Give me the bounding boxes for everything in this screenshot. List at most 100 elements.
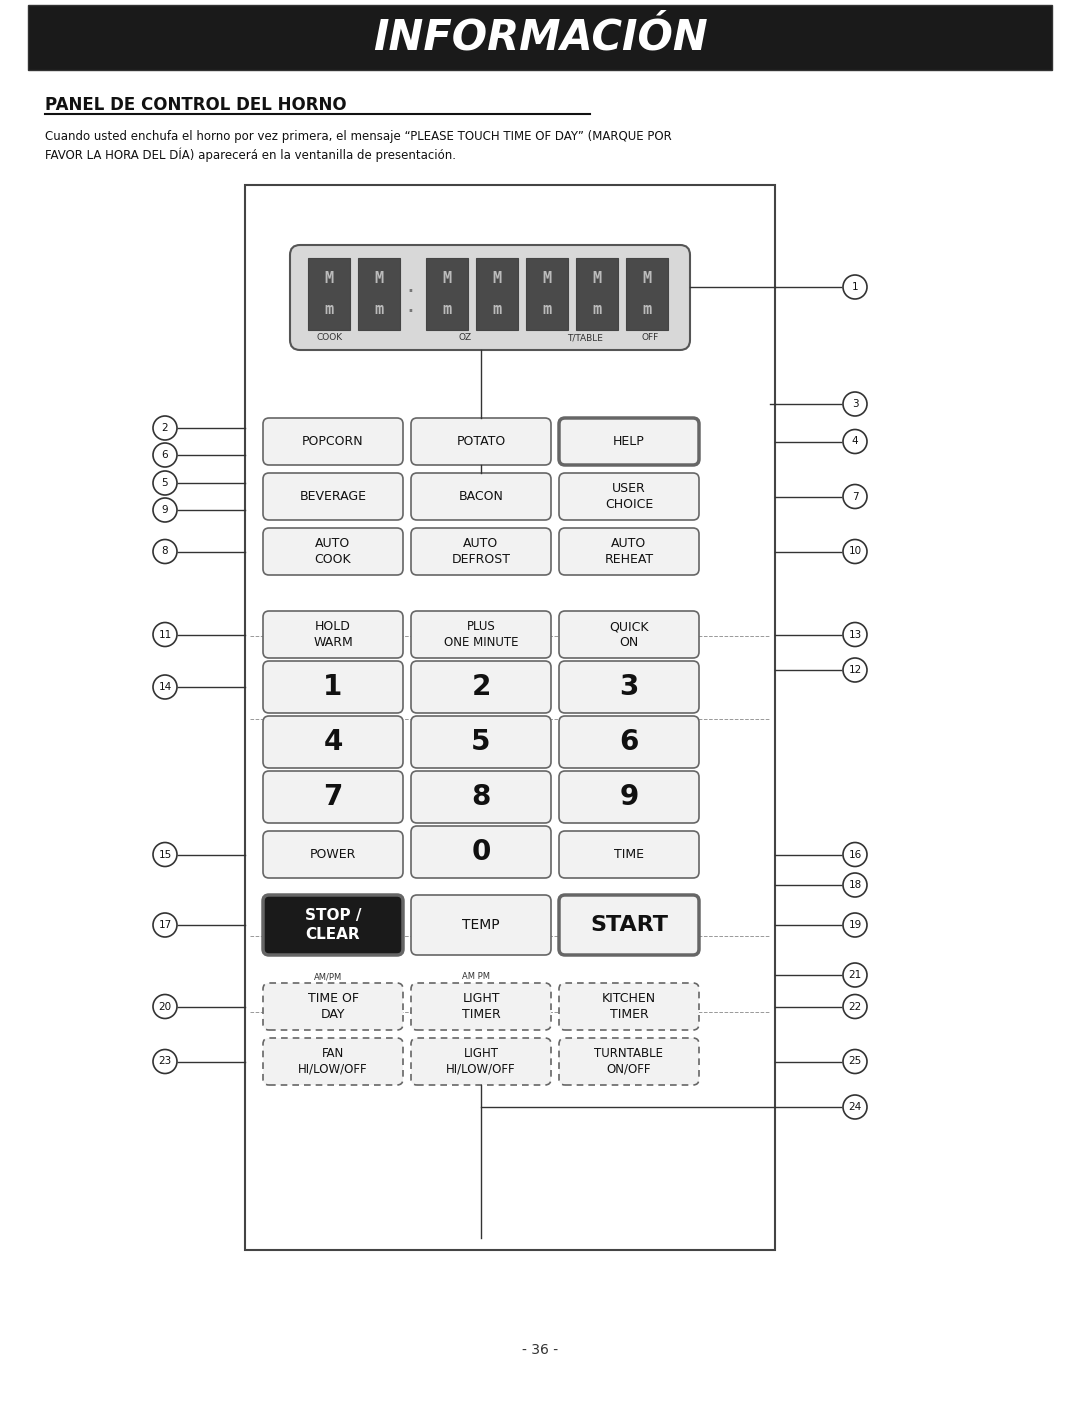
Circle shape [153,497,177,523]
Circle shape [843,843,867,867]
Text: 5: 5 [471,728,490,756]
FancyBboxPatch shape [476,259,518,330]
FancyBboxPatch shape [559,771,699,823]
Circle shape [153,843,177,867]
Text: AUTO
REHEAT: AUTO REHEAT [605,537,653,566]
Text: 4: 4 [852,437,859,447]
Text: STOP /
CLEAR: STOP / CLEAR [305,908,361,941]
FancyBboxPatch shape [559,895,699,955]
Text: 5: 5 [162,478,168,488]
FancyBboxPatch shape [264,419,403,465]
Text: 3: 3 [619,673,638,701]
Text: M: M [375,271,383,285]
Text: TIME: TIME [615,849,644,861]
Circle shape [153,540,177,563]
Text: QUICK
ON: QUICK ON [609,620,649,649]
Circle shape [843,873,867,896]
FancyBboxPatch shape [559,1038,699,1085]
FancyBboxPatch shape [264,830,403,878]
Text: POPCORN: POPCORN [302,436,364,448]
Text: 1: 1 [852,282,859,292]
FancyBboxPatch shape [264,611,403,658]
Text: .: . [406,294,414,318]
FancyBboxPatch shape [411,895,551,955]
Text: 22: 22 [849,1002,862,1012]
FancyBboxPatch shape [264,473,403,520]
Text: M: M [542,271,552,285]
Circle shape [843,622,867,646]
Text: AUTO
DEFROST: AUTO DEFROST [451,537,511,566]
Text: LIGHT
TIMER: LIGHT TIMER [461,992,500,1021]
Text: 1: 1 [323,673,342,701]
Text: 7: 7 [852,492,859,502]
FancyBboxPatch shape [626,259,669,330]
Text: 6: 6 [619,728,638,756]
Text: TIME OF
DAY: TIME OF DAY [308,992,359,1021]
Text: 19: 19 [849,920,862,930]
FancyBboxPatch shape [411,826,551,878]
FancyBboxPatch shape [411,528,551,575]
FancyBboxPatch shape [411,611,551,658]
Text: USER
CHOICE: USER CHOICE [605,482,653,511]
Text: 8: 8 [471,783,490,811]
Circle shape [153,913,177,937]
Text: T/TABLE: T/TABLE [567,333,603,343]
Text: PLUS
ONE MINUTE: PLUS ONE MINUTE [444,620,518,649]
FancyBboxPatch shape [559,660,699,712]
Text: TURNTABLE
ON/OFF: TURNTABLE ON/OFF [594,1047,663,1076]
Text: 7: 7 [323,783,342,811]
Text: 13: 13 [849,629,862,639]
Text: 3: 3 [852,399,859,409]
Circle shape [153,1050,177,1073]
Text: AUTO
COOK: AUTO COOK [314,537,351,566]
Circle shape [843,392,867,416]
FancyBboxPatch shape [291,244,690,350]
Text: 11: 11 [159,629,172,639]
Text: 9: 9 [619,783,638,811]
Circle shape [843,1094,867,1118]
Text: AM/PM: AM/PM [314,972,342,981]
Circle shape [153,416,177,440]
FancyBboxPatch shape [264,717,403,769]
Circle shape [153,471,177,495]
Text: m: m [593,302,602,318]
FancyBboxPatch shape [426,259,468,330]
Text: m: m [643,302,651,318]
Text: BEVERAGE: BEVERAGE [299,490,366,503]
Text: .: . [406,273,414,296]
Circle shape [843,962,867,986]
FancyBboxPatch shape [411,771,551,823]
FancyBboxPatch shape [264,983,403,1030]
Text: Cuando usted enchufa el horno por vez primera, el mensaje “PLEASE TOUCH TIME OF : Cuando usted enchufa el horno por vez pr… [45,131,672,143]
Text: M: M [593,271,602,285]
Text: 23: 23 [159,1057,172,1066]
Text: 9: 9 [162,504,168,516]
FancyBboxPatch shape [411,1038,551,1085]
Text: COOK: COOK [316,333,343,343]
Text: M: M [324,271,334,285]
Text: - 36 -: - 36 - [522,1343,558,1357]
Text: OZ: OZ [458,333,472,343]
Text: INFORMACIÓN: INFORMACIÓN [373,17,707,59]
Circle shape [153,443,177,466]
Text: 10: 10 [849,547,862,556]
Text: TEMP: TEMP [462,917,500,932]
FancyBboxPatch shape [28,6,1052,70]
Text: M: M [492,271,501,285]
Text: 0: 0 [471,837,490,865]
Text: m: m [443,302,451,318]
Text: 25: 25 [849,1057,862,1066]
Text: 4: 4 [323,728,342,756]
Text: 21: 21 [849,969,862,981]
Circle shape [843,275,867,299]
Text: 2: 2 [162,423,168,433]
Text: 14: 14 [159,681,172,693]
Text: 20: 20 [159,1002,172,1012]
Text: 12: 12 [849,665,862,674]
FancyBboxPatch shape [411,473,551,520]
Text: OFF: OFF [642,333,659,343]
Circle shape [843,540,867,563]
FancyBboxPatch shape [559,528,699,575]
Text: PANEL DE CONTROL DEL HORNO: PANEL DE CONTROL DEL HORNO [45,96,347,114]
Circle shape [153,674,177,700]
